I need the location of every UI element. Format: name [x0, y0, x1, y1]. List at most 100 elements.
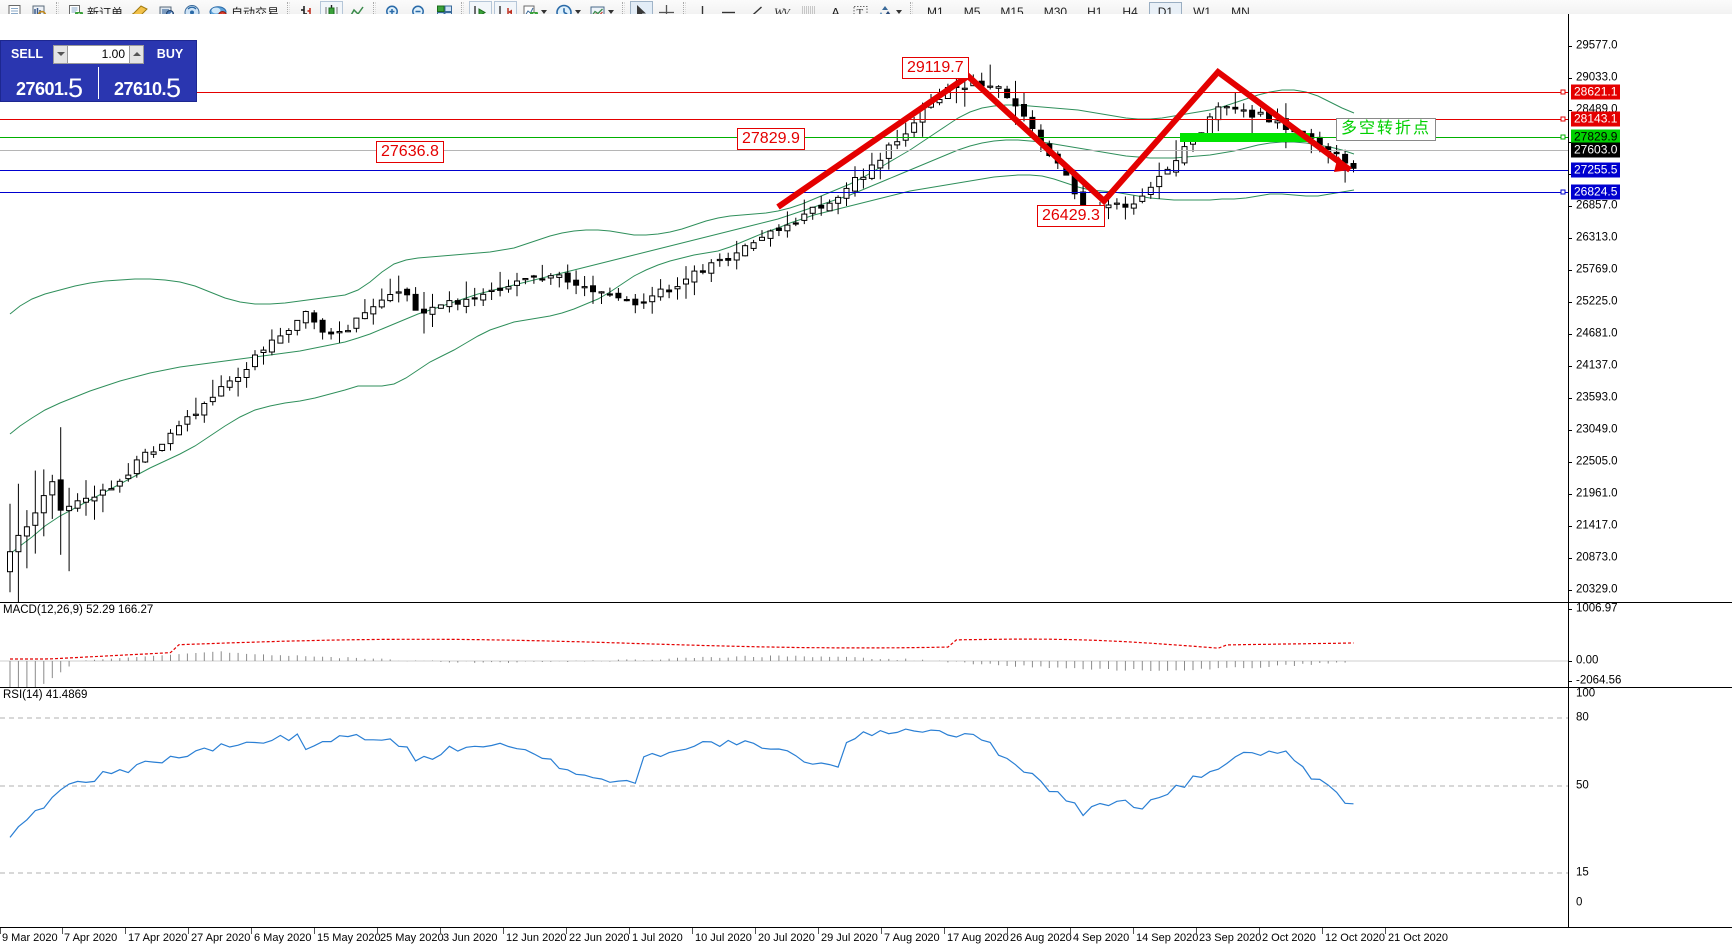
trade-panel-header: SELL 1.00 BUY [1, 41, 196, 65]
price-tag-28621[interactable]: 28621.1 [1571, 84, 1621, 100]
chevron-down-icon[interactable] [541, 10, 548, 14]
annotation-29119[interactable]: 29119.7 [902, 57, 969, 79]
support-line-26824[interactable] [0, 192, 1568, 193]
main-chart-pane[interactable]: 27636.8 27829.9 29119.7 26429.3 多空转折点 29… [0, 14, 1732, 602]
arrow-up-icon [132, 52, 141, 56]
price-tick-25769: 25769.0 [1576, 263, 1618, 276]
macd-axis-line [1568, 603, 1569, 688]
time-tick-7: 3 Jun 2020 [443, 932, 498, 944]
price-tick-20873: 20873.0 [1576, 551, 1618, 564]
candlestick-series [7, 64, 1357, 602]
anchor-28143[interactable] [1560, 116, 1566, 122]
rsi-label: RSI(14) 41.4869 [3, 689, 88, 701]
macd-tick-max: 1006.97 [1576, 602, 1618, 615]
resistance-line-28621[interactable] [0, 92, 1568, 93]
rsi-axis-line [1568, 688, 1569, 928]
toolbar-separator-2 [287, 2, 291, 22]
buy-button[interactable]: 27610 . 5 [99, 65, 196, 104]
time-tick-9: 22 Jun 2020 [569, 932, 630, 944]
annotation-26429[interactable]: 26429.3 [1037, 205, 1105, 227]
annotation-27636[interactable]: 27636.8 [376, 141, 444, 163]
chevron-down-icon-2[interactable] [575, 10, 582, 14]
price-scale[interactable]: 29577.0 29033.0 28489.0 27945.0 27401.0 … [1568, 14, 1732, 602]
anchor-26824[interactable] [1560, 189, 1566, 195]
price-tick-21417: 21417.0 [1576, 519, 1618, 532]
svg-text:V: V [783, 7, 791, 19]
time-tick-14: 7 Aug 2020 [884, 932, 940, 944]
time-tick-16: 26 Aug 2020 [1010, 932, 1072, 944]
time-tick-8: 12 Jun 2020 [506, 932, 567, 944]
sell-label: SELL [11, 47, 43, 61]
price-tag-26824[interactable]: 26824.5 [1571, 184, 1621, 200]
rsi-scale: 100 80 50 15 0 [1568, 688, 1732, 927]
annotation-turning-point-note[interactable]: 多空转折点 [1336, 118, 1437, 141]
rsi-tick-15: 15 [1576, 866, 1589, 879]
line-chart-icon[interactable] [345, 1, 368, 23]
price-tag-28143[interactable]: 28143.1 [1571, 111, 1621, 127]
toolbar-separator-4 [461, 2, 465, 22]
annotation-27829[interactable]: 27829.9 [737, 128, 805, 150]
rsi-plot-area[interactable] [0, 688, 1568, 928]
horizontal-line-icon[interactable] [716, 1, 741, 23]
rsi-pane[interactable]: RSI(14) 41.4869 100 80 50 15 0 [0, 687, 1732, 928]
resistance-line-28143[interactable] [0, 119, 1568, 120]
text-tool-label: A [831, 4, 840, 20]
anchor-27829[interactable] [1560, 134, 1566, 140]
one-click-trading-panel[interactable]: SELL 1.00 BUY 27601 . 5 27610 . 5 [0, 40, 197, 102]
price-tick-20329: 20329.0 [1576, 583, 1618, 596]
macd-tick-min: -2064.56 [1576, 674, 1622, 687]
time-tick-20: 2 Oct 2020 [1262, 932, 1316, 944]
time-tick-0: 9 Mar 2020 [2, 932, 58, 944]
time-tick-15: 17 Aug 2020 [947, 932, 1009, 944]
time-scale[interactable]: 9 Mar 2020 7 Apr 2020 17 Apr 2020 27 Apr… [0, 927, 1732, 949]
volume-increase-button[interactable] [129, 44, 144, 64]
chevron-down-icon-4[interactable] [896, 10, 903, 14]
time-tick-10: 1 Jul 2020 [632, 932, 683, 944]
price-plot-area[interactable]: 27636.8 27829.9 29119.7 26429.3 多空转折点 [0, 14, 1568, 602]
price-tag-27829[interactable]: 27829.9 [1571, 129, 1621, 145]
time-tick-21: 12 Oct 2020 [1325, 932, 1385, 944]
toolbar-separator-3 [373, 2, 377, 22]
trade-panel-divider [98, 67, 99, 99]
sell-button[interactable]: 27601 . 5 [1, 65, 98, 104]
macd-scale: 1006.97 0.00 -2064.56 [1568, 603, 1732, 687]
price-tag-27255[interactable]: 27255.5 [1571, 162, 1621, 178]
price-tick-26313: 26313.0 [1576, 231, 1618, 244]
support-line-27255[interactable] [0, 170, 1568, 171]
time-tick-6: 25 May 2020 [380, 932, 444, 944]
price-tick-29577: 29577.0 [1576, 39, 1618, 52]
time-tick-4: 6 May 2020 [254, 932, 312, 944]
toolbar-separator [56, 2, 59, 22]
time-tick-11: 10 Jul 2020 [695, 932, 752, 944]
buy-price-fraction: 5 [166, 73, 182, 104]
sell-price-fraction: 5 [68, 73, 84, 104]
price-tag-last: 27603.0 [1571, 142, 1621, 158]
time-tick-13: 29 Jul 2020 [821, 932, 878, 944]
macd-plot-area[interactable] [0, 603, 1568, 688]
price-tick-23049: 23049.0 [1576, 423, 1618, 436]
volume-decrease-button[interactable] [53, 44, 68, 64]
sell-price-integer: 27601 [15, 79, 64, 99]
support-zone-rect[interactable] [1180, 133, 1310, 142]
macd-pane[interactable]: MACD(12,26,9) 52.29 166.27 1006.97 0.00 … [0, 602, 1732, 688]
gray-level-line[interactable] [0, 150, 1568, 151]
time-tick-22: 21 Oct 2020 [1388, 932, 1448, 944]
rsi-tick-80: 80 [1576, 711, 1589, 724]
price-tick-24681: 24681.0 [1576, 327, 1618, 340]
text-icon[interactable]: A [824, 1, 847, 23]
price-tick-29033: 29033.0 [1576, 71, 1618, 84]
volume-input[interactable]: 1.00 [68, 44, 129, 64]
rsi-tick-100: 100 [1576, 687, 1596, 700]
time-tick-17: 4 Sep 2020 [1073, 932, 1130, 944]
macd-label: MACD(12,26,9) 52.29 166.27 [3, 604, 154, 616]
price-tick-23593: 23593.0 [1576, 391, 1618, 404]
time-tick-12: 20 Jul 2020 [758, 932, 815, 944]
trade-panel-prices: 27601 . 5 27610 . 5 [1, 65, 196, 104]
anchor-28621[interactable] [1560, 89, 1566, 95]
volume-stepper[interactable]: 1.00 [53, 44, 144, 64]
chevron-down-icon-3[interactable] [608, 10, 615, 14]
price-axis-line [1568, 14, 1569, 602]
time-tick-1: 7 Apr 2020 [64, 932, 118, 944]
buy-label: BUY [156, 47, 184, 61]
